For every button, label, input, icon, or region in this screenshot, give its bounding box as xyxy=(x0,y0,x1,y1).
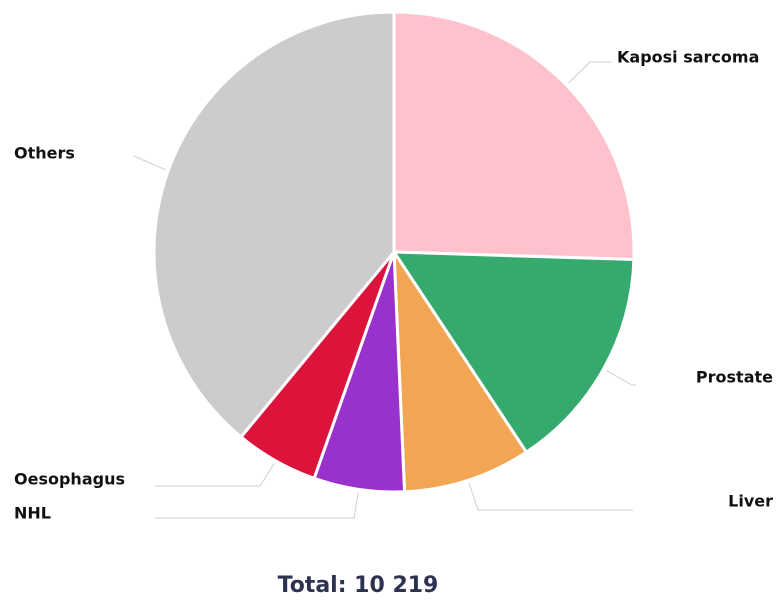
slice-label: Oesophagus xyxy=(14,470,125,489)
chart-subtitle: Total: 10 219 xyxy=(278,573,439,598)
slice-label: Others xyxy=(14,144,75,163)
slice-label: Kaposi sarcoma xyxy=(617,48,759,67)
leader-line xyxy=(568,61,612,84)
slice-label: Liver xyxy=(728,492,773,511)
leader-line xyxy=(468,482,633,511)
pie-slice xyxy=(392,10,636,262)
pie-slice xyxy=(392,250,636,454)
slice-label: NHL xyxy=(14,504,51,523)
leader-line xyxy=(155,463,275,487)
pie-slice xyxy=(152,10,396,439)
slice-label: Prostate xyxy=(696,368,773,387)
pie-slice xyxy=(392,250,528,494)
leader-line xyxy=(605,369,636,386)
leader-line xyxy=(133,155,166,171)
leader-line xyxy=(155,492,359,519)
